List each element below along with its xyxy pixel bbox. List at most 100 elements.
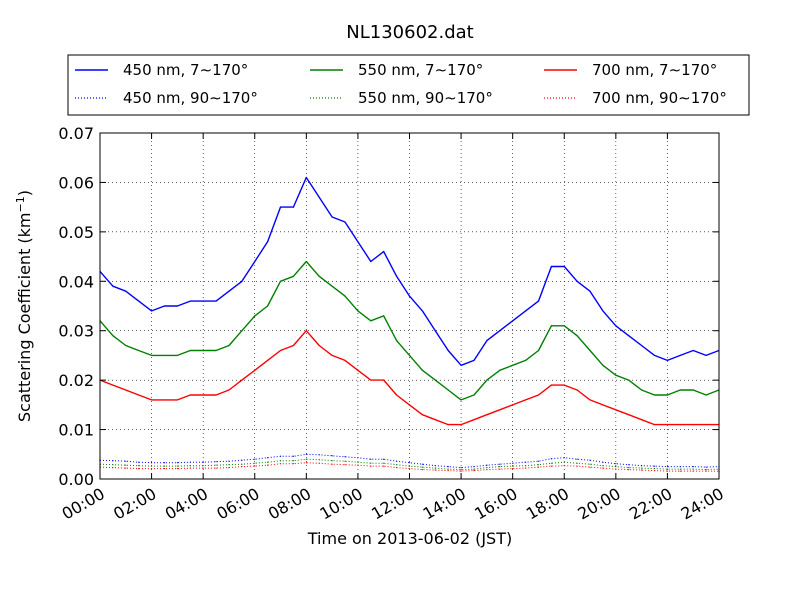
series-3-point-40 [615, 466, 617, 468]
series-3-point-3 [138, 465, 140, 467]
series-4-point-30 [486, 414, 488, 416]
series-4 [99, 330, 720, 426]
series-1-point-13 [267, 457, 269, 459]
series-3-point-39 [602, 465, 604, 467]
legend-item-4: 700 nm, 7∼170° [544, 61, 717, 79]
series-5-point-43 [653, 469, 656, 472]
series-5-point-23 [396, 467, 398, 469]
series-5-point-3 [138, 468, 140, 470]
series-0-point-24 [408, 295, 411, 297]
series-5-point-41 [628, 469, 630, 471]
series-5-point-24 [408, 468, 411, 470]
series-1-point-38 [589, 459, 591, 461]
series-2-point-27 [447, 389, 449, 391]
series-2-point-25 [421, 369, 423, 371]
y-tick-label-7: 0.07 [58, 124, 94, 143]
series-4-point-18 [331, 354, 333, 357]
grid [100, 133, 719, 479]
x-tick-labels: 00:00 02:00 04:00 06:00 08:00 10:00 12:00 14:00… [59, 484, 727, 524]
series-5-point-45 [679, 470, 681, 472]
series-3-point-45 [679, 468, 681, 470]
series-5-point-17 [318, 462, 320, 464]
series-2-point-40 [615, 374, 617, 376]
series-2-point-37 [576, 335, 578, 337]
legend-label-3: 550 nm, 90∼170° [358, 89, 493, 107]
series-0-point-14 [279, 206, 282, 208]
series-3-point-42 [641, 467, 643, 469]
series-5-point-44 [666, 470, 669, 472]
series-5-point-25 [421, 469, 423, 471]
series-5-point-7 [189, 467, 191, 469]
series-0-point-46 [692, 349, 694, 352]
series-0-point-7 [189, 300, 191, 302]
series-0-point-43 [653, 354, 656, 357]
series-2-point-1 [112, 335, 114, 337]
series-1-point-12 [254, 458, 256, 460]
series-2-point-18 [331, 285, 333, 287]
series-1-point-20 [357, 457, 359, 459]
series-1-point-22 [383, 458, 385, 460]
series-1 [99, 453, 720, 469]
legend-label-1: 450 nm, 90∼170° [123, 89, 258, 107]
series-4-point-20 [357, 369, 359, 371]
series-2 [99, 260, 720, 401]
series-4-point-2 [125, 389, 127, 391]
y-tick-label-4: 0.04 [58, 272, 94, 291]
series-0-point-5 [163, 305, 166, 307]
series-0-point-2 [125, 290, 127, 292]
series-5-point-10 [228, 467, 230, 469]
series-4-point-5 [163, 399, 166, 401]
series-2-point-21 [370, 320, 372, 322]
series-1-point-44 [666, 466, 669, 468]
series-3-point-21 [370, 462, 372, 464]
series-2-point-8 [202, 349, 204, 352]
series-3-point-24 [408, 465, 411, 467]
series-0-point-20 [357, 241, 359, 243]
series-1-point-11 [241, 459, 243, 461]
series-1-point-32 [512, 462, 514, 464]
chart-title: NL130602.dat [346, 22, 473, 43]
series-2-point-16 [305, 260, 307, 263]
series-2-point-42 [641, 389, 643, 391]
series-5-point-21 [370, 465, 372, 467]
legend-item-0: 450 nm, 7∼170° [75, 61, 248, 79]
series-4-point-9 [215, 394, 217, 396]
series-1-point-2 [125, 460, 127, 462]
series-0-point-45 [679, 354, 681, 357]
series-1-point-27 [447, 466, 449, 468]
series-5-point-35 [550, 465, 552, 467]
x-tick-label-8: 16:00 [471, 484, 520, 524]
series-2-point-34 [537, 349, 540, 352]
series-1-point-14 [279, 455, 282, 457]
series-5-point-11 [241, 466, 243, 468]
series-4-point-12 [254, 369, 256, 371]
series-0 [99, 176, 720, 366]
series-5-point-5 [163, 468, 166, 470]
series-3-point-35 [550, 462, 552, 464]
series-3-point-26 [434, 467, 436, 469]
series-3-point-41 [628, 467, 630, 469]
series-2-point-26 [434, 379, 436, 381]
series-4-point-45 [679, 424, 681, 426]
legend-item-3: 550 nm, 90∼170° [310, 89, 493, 107]
series-5-point-16 [305, 462, 307, 464]
series-4-point-40 [615, 409, 617, 411]
series-0-point-47 [705, 354, 707, 357]
series-4-point-15 [292, 344, 295, 347]
series-2-point-4 [150, 354, 153, 357]
series-0-point-18 [331, 216, 333, 218]
y-tick-label-6: 0.06 [58, 173, 94, 192]
series-1-point-5 [163, 462, 166, 464]
series-2-point-38 [589, 349, 591, 352]
series-2-point-30 [486, 379, 488, 381]
series-1-point-3 [138, 461, 140, 463]
series-0-point-23 [396, 275, 398, 277]
series-0-point-15 [292, 206, 295, 208]
series-4-point-10 [228, 389, 230, 391]
series-1-point-37 [576, 458, 578, 460]
series-2-point-29 [473, 394, 475, 396]
series-5-point-36 [563, 465, 565, 467]
series-4-point-36 [563, 384, 565, 386]
series-2-point-35 [550, 325, 552, 327]
series-4-point-23 [396, 394, 398, 396]
